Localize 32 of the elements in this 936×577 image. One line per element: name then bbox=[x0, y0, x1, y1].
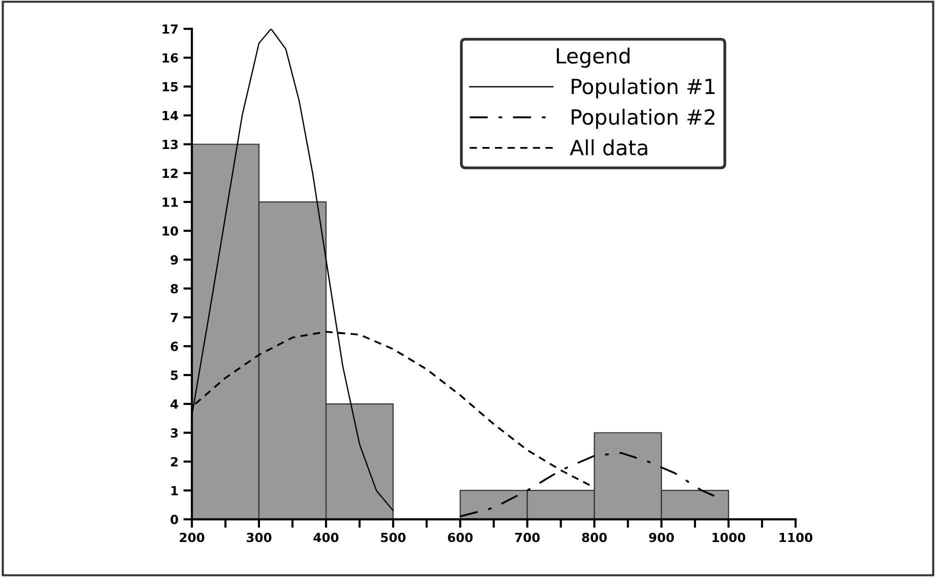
y-tick-label: 12 bbox=[162, 168, 178, 178]
x-tick-label: 700 bbox=[515, 532, 540, 542]
y-tick-label: 5 bbox=[170, 370, 178, 380]
y-tick-label: 11 bbox=[162, 198, 178, 207]
y-tick-label: 14 bbox=[162, 111, 178, 120]
x-tick-label: 800 bbox=[582, 532, 607, 542]
y-tick-label: 10 bbox=[162, 226, 178, 236]
y-tick-label: 0 bbox=[170, 514, 178, 524]
legend-title: Legend bbox=[556, 48, 630, 68]
x-tick-label: 400 bbox=[314, 532, 338, 542]
y-tick-label: 16 bbox=[162, 53, 178, 63]
y-tick-label: 7 bbox=[170, 312, 178, 322]
y-tick-label: 4 bbox=[170, 400, 178, 409]
y-tick-label: 15 bbox=[162, 82, 178, 92]
x-tick-label: 600 bbox=[448, 532, 473, 542]
y-tick-label: 1 bbox=[171, 486, 178, 496]
y-tick-label: 9 bbox=[170, 255, 178, 265]
y-tick-label: 2 bbox=[170, 457, 178, 466]
y-tick-label: 6 bbox=[170, 342, 178, 352]
x-tick-label: 200 bbox=[180, 532, 204, 542]
legend-label: Population #1 bbox=[572, 78, 715, 98]
x-tick-label: 300 bbox=[246, 532, 272, 542]
y-tick-label: 8 bbox=[170, 284, 178, 294]
legend-label: All data bbox=[570, 139, 648, 156]
y-tick-label: 17 bbox=[162, 24, 178, 34]
x-tick-label: 1100 bbox=[780, 532, 812, 542]
legend-label: Population #2 bbox=[572, 108, 714, 129]
x-tick-label: 900 bbox=[649, 532, 674, 542]
x-tick-label: 1000 bbox=[712, 532, 746, 542]
x-tick-label: 500 bbox=[381, 532, 406, 542]
y-tick-label: 3 bbox=[170, 428, 178, 438]
y-tick-label: 13 bbox=[162, 140, 178, 150]
